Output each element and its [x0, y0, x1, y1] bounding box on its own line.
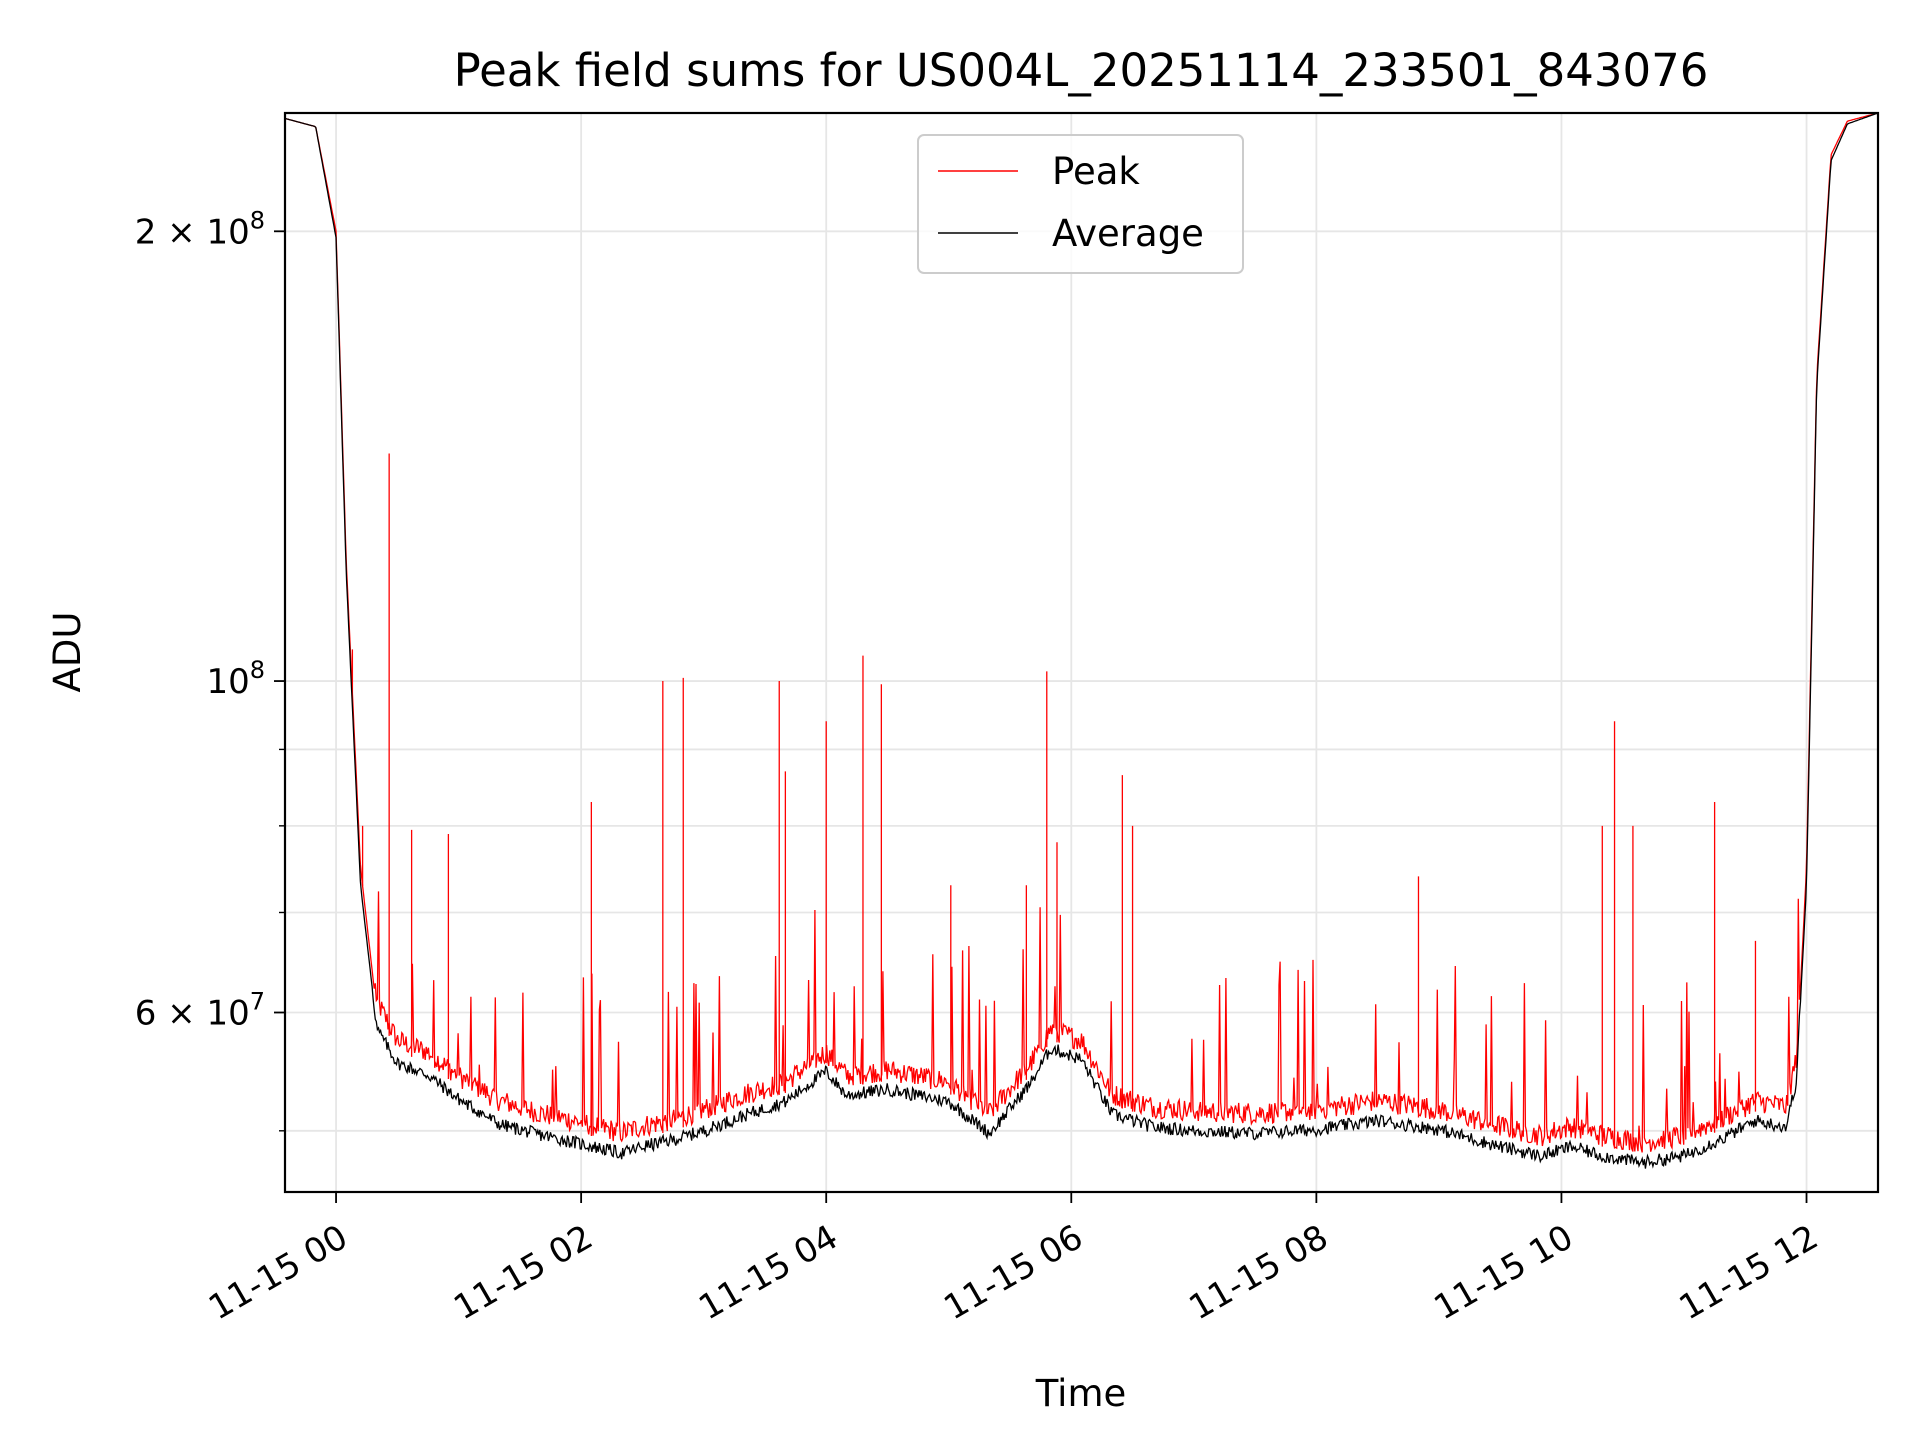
x-axis-label: Time — [1035, 1372, 1127, 1415]
y-axis: 2 × 108 108 6 × 107 — [135, 206, 285, 1132]
y-tick-label: 2 × 108 — [135, 206, 265, 252]
legend: Peak Average — [917, 134, 1244, 274]
legend-label-peak: Peak — [1052, 150, 1140, 193]
legend-label-average: Average — [1052, 212, 1204, 255]
plot-frame — [283, 111, 1880, 1194]
plot-area — [285, 113, 1878, 1169]
y-tick-label: 108 — [206, 656, 265, 702]
legend-box — [917, 134, 1244, 274]
series-line-peak — [285, 113, 1878, 1153]
y-tick-label: 6 × 107 — [135, 988, 265, 1034]
y-axis-label: ADU — [46, 612, 89, 693]
series-line-average — [285, 113, 1878, 1169]
chart-title: Peak field sums for US004L_20251114_2335… — [454, 44, 1709, 97]
